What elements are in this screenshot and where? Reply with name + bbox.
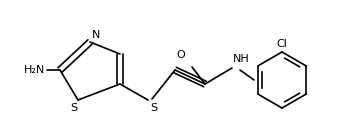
Text: NH: NH [233, 54, 250, 64]
Text: Cl: Cl [277, 39, 287, 49]
Text: O: O [176, 50, 185, 60]
Text: S: S [70, 103, 78, 113]
Text: S: S [150, 103, 157, 113]
Text: H₂N: H₂N [24, 65, 45, 75]
Text: N: N [92, 30, 100, 40]
